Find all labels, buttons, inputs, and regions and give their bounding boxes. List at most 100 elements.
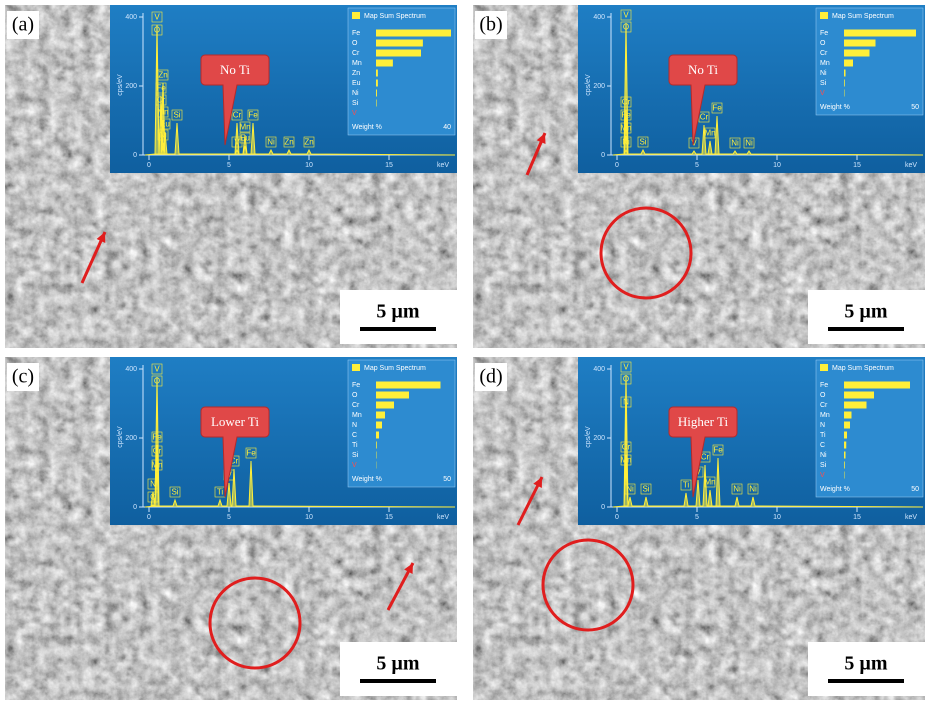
panel-label-bg bbox=[475, 11, 507, 39]
legend-swatch bbox=[352, 364, 360, 371]
peak-label: Cr bbox=[153, 447, 162, 456]
weight-bar bbox=[376, 59, 393, 67]
peak-label: Cr bbox=[233, 111, 242, 120]
weight-bar bbox=[376, 49, 421, 57]
legend-swatch bbox=[352, 12, 360, 19]
x-tick-label: 5 bbox=[695, 514, 699, 521]
peak-label-box bbox=[265, 136, 277, 148]
weight-bar bbox=[376, 381, 441, 389]
element-label: Ni bbox=[352, 90, 359, 97]
x-tick-label: 0 bbox=[615, 514, 619, 521]
peak-label-box bbox=[620, 454, 632, 466]
peak-label: Cr bbox=[622, 443, 631, 452]
peak-label-box bbox=[247, 109, 259, 121]
peak-label: Ni bbox=[267, 138, 275, 147]
weight-bar bbox=[376, 69, 378, 77]
element-label: N bbox=[820, 422, 825, 429]
weight-bar bbox=[844, 431, 847, 439]
peak-label: V bbox=[623, 11, 629, 20]
peak-label: Cr bbox=[230, 457, 239, 466]
spectrum-trace bbox=[144, 24, 456, 156]
weight-bar bbox=[376, 99, 377, 107]
x-tick-label: 0 bbox=[615, 162, 619, 169]
peak-label: Zn bbox=[304, 138, 313, 147]
y-tick-label: 200 bbox=[125, 435, 137, 442]
scale-bar bbox=[360, 679, 436, 683]
y-tick-label: 400 bbox=[125, 366, 137, 373]
peak-label-box bbox=[157, 129, 169, 141]
weight-axis-label: Weight % bbox=[820, 486, 850, 493]
peak-label: V bbox=[234, 138, 240, 147]
peak-label: Ti bbox=[683, 481, 690, 490]
weight-bar bbox=[376, 411, 385, 419]
weight-bar bbox=[376, 89, 377, 97]
peak-label-box bbox=[620, 396, 632, 408]
peak-label-box bbox=[151, 24, 163, 36]
element-label: Eu bbox=[352, 80, 361, 87]
peak-label: Cr bbox=[700, 113, 709, 122]
element-label: V bbox=[352, 110, 357, 117]
peak-label: N bbox=[150, 480, 156, 489]
legend-title: Map Sum Spectrum bbox=[364, 13, 426, 20]
legend-title: Map Sum Spectrum bbox=[364, 365, 426, 372]
peak-label-box bbox=[239, 132, 251, 144]
spectrum-trace bbox=[612, 22, 924, 156]
x-tick-label: 5 bbox=[227, 514, 231, 521]
x-tick-label: 10 bbox=[773, 514, 781, 521]
peak-label: Si bbox=[642, 485, 649, 494]
peak-label: V bbox=[154, 365, 160, 374]
callout-bubble bbox=[668, 406, 738, 498]
x-tick-label: 0 bbox=[147, 162, 151, 169]
peak-label-box bbox=[680, 479, 692, 491]
weight-bar bbox=[376, 391, 409, 399]
peak-label: Cr bbox=[622, 98, 631, 107]
peak-label: Fe bbox=[156, 84, 166, 93]
eds-inset: 0200400051015cps/eVkeVVOFeCrMnNCSiTiVCrF… bbox=[110, 357, 457, 525]
weight-bar bbox=[376, 29, 451, 37]
weight-bar bbox=[844, 59, 853, 67]
element-label: Ti bbox=[352, 442, 358, 449]
peak-label: Mn bbox=[157, 108, 168, 117]
peak-label: Eu bbox=[240, 134, 250, 143]
x-tick-label: 15 bbox=[853, 514, 861, 521]
peak-label-box bbox=[620, 96, 632, 108]
peak-label: Mn bbox=[620, 124, 631, 133]
peak-label-box bbox=[731, 483, 743, 495]
weight-max-label: 50 bbox=[911, 104, 919, 111]
weight-max-label: 50 bbox=[911, 486, 919, 493]
peak-label: V bbox=[623, 363, 629, 372]
weight-bar bbox=[844, 381, 910, 389]
legend-swatch bbox=[820, 12, 828, 19]
element-label: Si bbox=[352, 100, 359, 107]
peak-label-box bbox=[729, 137, 741, 149]
y-tick-label: 400 bbox=[593, 14, 605, 21]
element-label: V bbox=[820, 472, 825, 479]
peak-label: Mn bbox=[620, 456, 631, 465]
peak-label: Mn bbox=[151, 461, 162, 470]
element-label: Fe bbox=[820, 382, 828, 389]
peak-label: Si bbox=[171, 488, 178, 497]
peak-label: O bbox=[154, 26, 160, 35]
x-tick-label: 15 bbox=[385, 514, 393, 521]
peak-label: V bbox=[154, 13, 160, 22]
element-label: Si bbox=[820, 80, 827, 87]
peak-label-box bbox=[157, 106, 169, 118]
peak-label-box bbox=[155, 94, 167, 106]
peak-label-box bbox=[620, 361, 632, 373]
peak-label: Cr bbox=[157, 96, 166, 105]
peak-label: Mn bbox=[704, 129, 715, 138]
peak-label: Fe bbox=[621, 111, 631, 120]
weight-bar bbox=[376, 421, 382, 429]
element-label: O bbox=[820, 40, 826, 47]
y-tick-label: 400 bbox=[593, 366, 605, 373]
peak-label-box bbox=[620, 136, 632, 148]
arrow-head bbox=[404, 563, 413, 574]
element-label: Si bbox=[352, 452, 359, 459]
element-label: O bbox=[352, 40, 358, 47]
peak-label: Fe bbox=[152, 433, 162, 442]
element-label: O bbox=[352, 392, 358, 399]
peak-label: N bbox=[623, 398, 629, 407]
element-label: C bbox=[820, 442, 825, 449]
